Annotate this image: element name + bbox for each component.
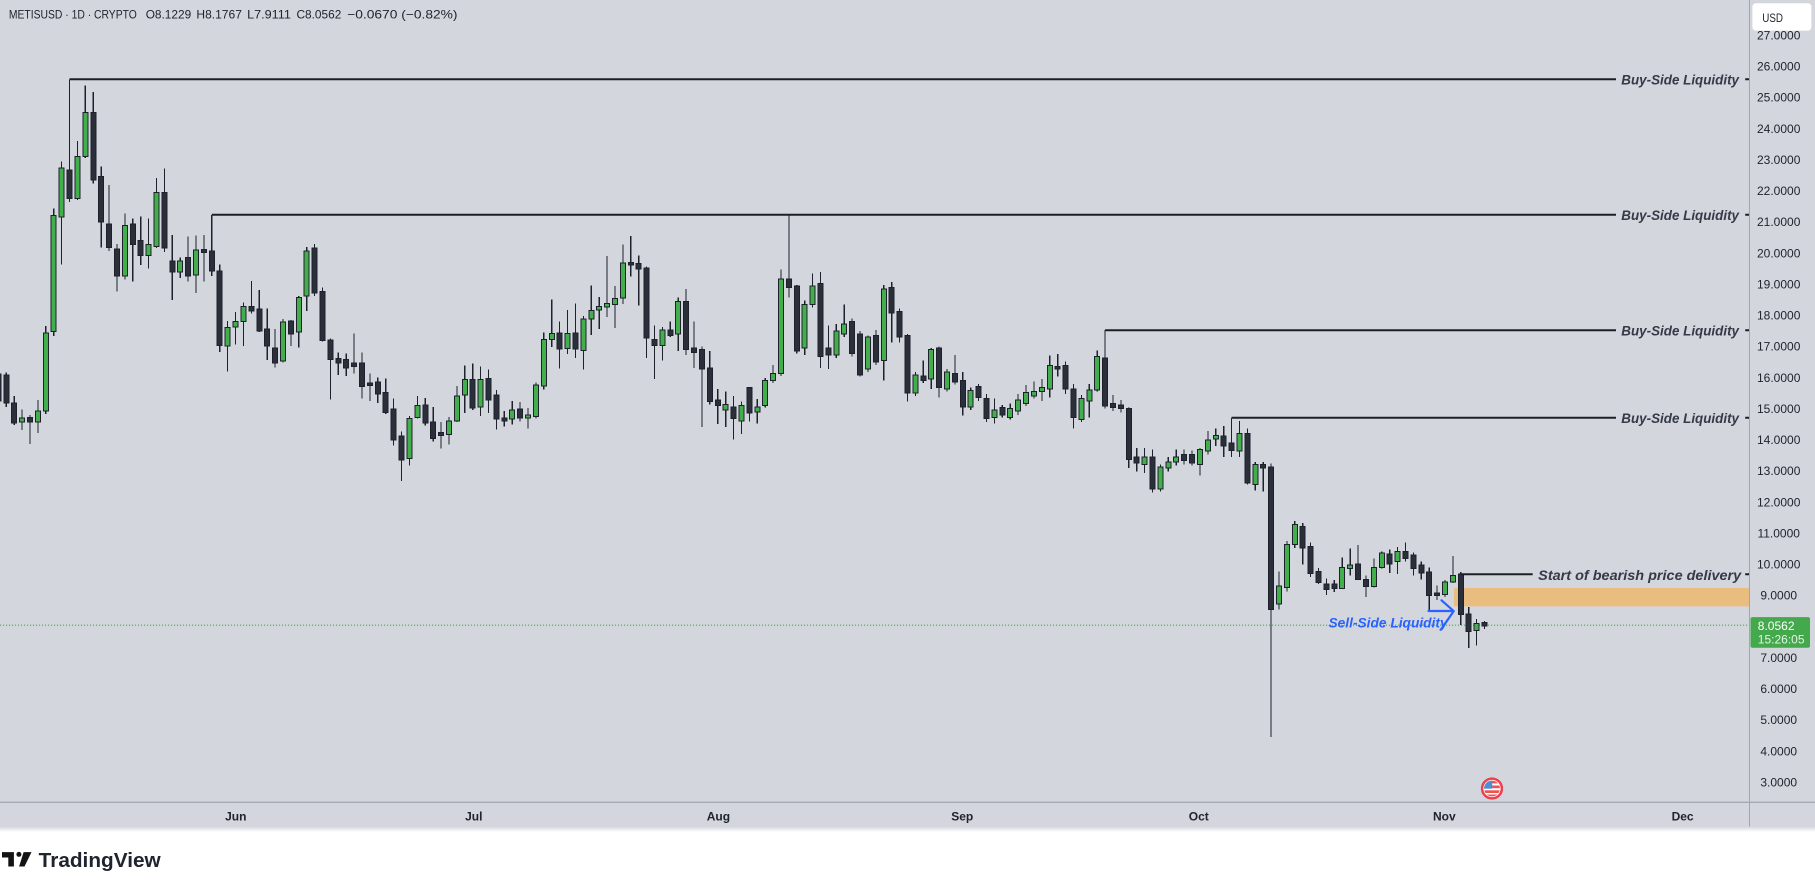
- svg-text:19.0000: 19.0000: [1757, 277, 1801, 291]
- svg-text:17.0000: 17.0000: [1757, 340, 1801, 354]
- svg-text:Sep: Sep: [951, 809, 973, 823]
- svg-text:18.0000: 18.0000: [1757, 309, 1801, 323]
- svg-text:7.0000: 7.0000: [1760, 651, 1797, 665]
- svg-text:H8.1767: H8.1767: [196, 7, 242, 21]
- svg-text:5.0000: 5.0000: [1760, 713, 1797, 727]
- svg-text:3.0000: 3.0000: [1760, 776, 1797, 790]
- svg-text:Buy-Side Liquidity: Buy-Side Liquidity: [1621, 207, 1740, 223]
- svg-text:Buy-Side Liquidity: Buy-Side Liquidity: [1621, 72, 1740, 88]
- svg-text:22.0000: 22.0000: [1757, 184, 1801, 198]
- svg-text:6.0000: 6.0000: [1760, 682, 1797, 696]
- svg-text:Dec: Dec: [1672, 809, 1694, 823]
- svg-text:8.0562: 8.0562: [1758, 619, 1795, 633]
- svg-text:9.0000: 9.0000: [1760, 589, 1797, 603]
- svg-text:Jul: Jul: [465, 809, 482, 823]
- svg-text:Oct: Oct: [1189, 809, 1209, 823]
- svg-text:24.0000: 24.0000: [1757, 122, 1801, 136]
- svg-text:23.0000: 23.0000: [1757, 153, 1801, 167]
- svg-text:25.0000: 25.0000: [1757, 91, 1801, 105]
- svg-text:15.0000: 15.0000: [1757, 402, 1801, 416]
- svg-text:Jun: Jun: [225, 809, 246, 823]
- svg-text:L7.9111: L7.9111: [247, 7, 291, 21]
- svg-text:Buy-Side Liquidity: Buy-Side Liquidity: [1621, 322, 1740, 338]
- svg-text:METISUSD · 1D · CRYPTO: METISUSD · 1D · CRYPTO: [9, 7, 137, 21]
- svg-text:Start of bearish price deliver: Start of bearish price delivery: [1538, 567, 1742, 583]
- svg-text:26.0000: 26.0000: [1757, 60, 1801, 74]
- svg-text:4.0000: 4.0000: [1760, 744, 1797, 758]
- svg-text:Nov: Nov: [1433, 809, 1456, 823]
- svg-text:C8.0562: C8.0562: [297, 7, 342, 21]
- svg-text:Sell-Side Liquidity: Sell-Side Liquidity: [1329, 615, 1449, 631]
- svg-text:TradingView: TradingView: [39, 850, 161, 872]
- svg-text:USD: USD: [1762, 11, 1783, 25]
- svg-text:Buy-Side Liquidity: Buy-Side Liquidity: [1621, 410, 1740, 426]
- svg-text:13.0000: 13.0000: [1757, 464, 1801, 478]
- svg-text:O8.1229: O8.1229: [146, 7, 192, 21]
- svg-text:16.0000: 16.0000: [1757, 371, 1801, 385]
- svg-text:12.0000: 12.0000: [1757, 495, 1801, 509]
- svg-text:14.0000: 14.0000: [1757, 433, 1801, 447]
- svg-text:Aug: Aug: [707, 809, 730, 823]
- svg-text:20.0000: 20.0000: [1757, 246, 1801, 260]
- svg-text:15:26:05: 15:26:05: [1758, 633, 1805, 647]
- svg-text:27.0000: 27.0000: [1757, 28, 1801, 42]
- svg-text:11.0000: 11.0000: [1757, 526, 1800, 540]
- svg-text:−0.0670 (−0.82%): −0.0670 (−0.82%): [347, 7, 457, 21]
- svg-text:10.0000: 10.0000: [1757, 558, 1801, 572]
- svg-text:21.0000: 21.0000: [1757, 215, 1801, 229]
